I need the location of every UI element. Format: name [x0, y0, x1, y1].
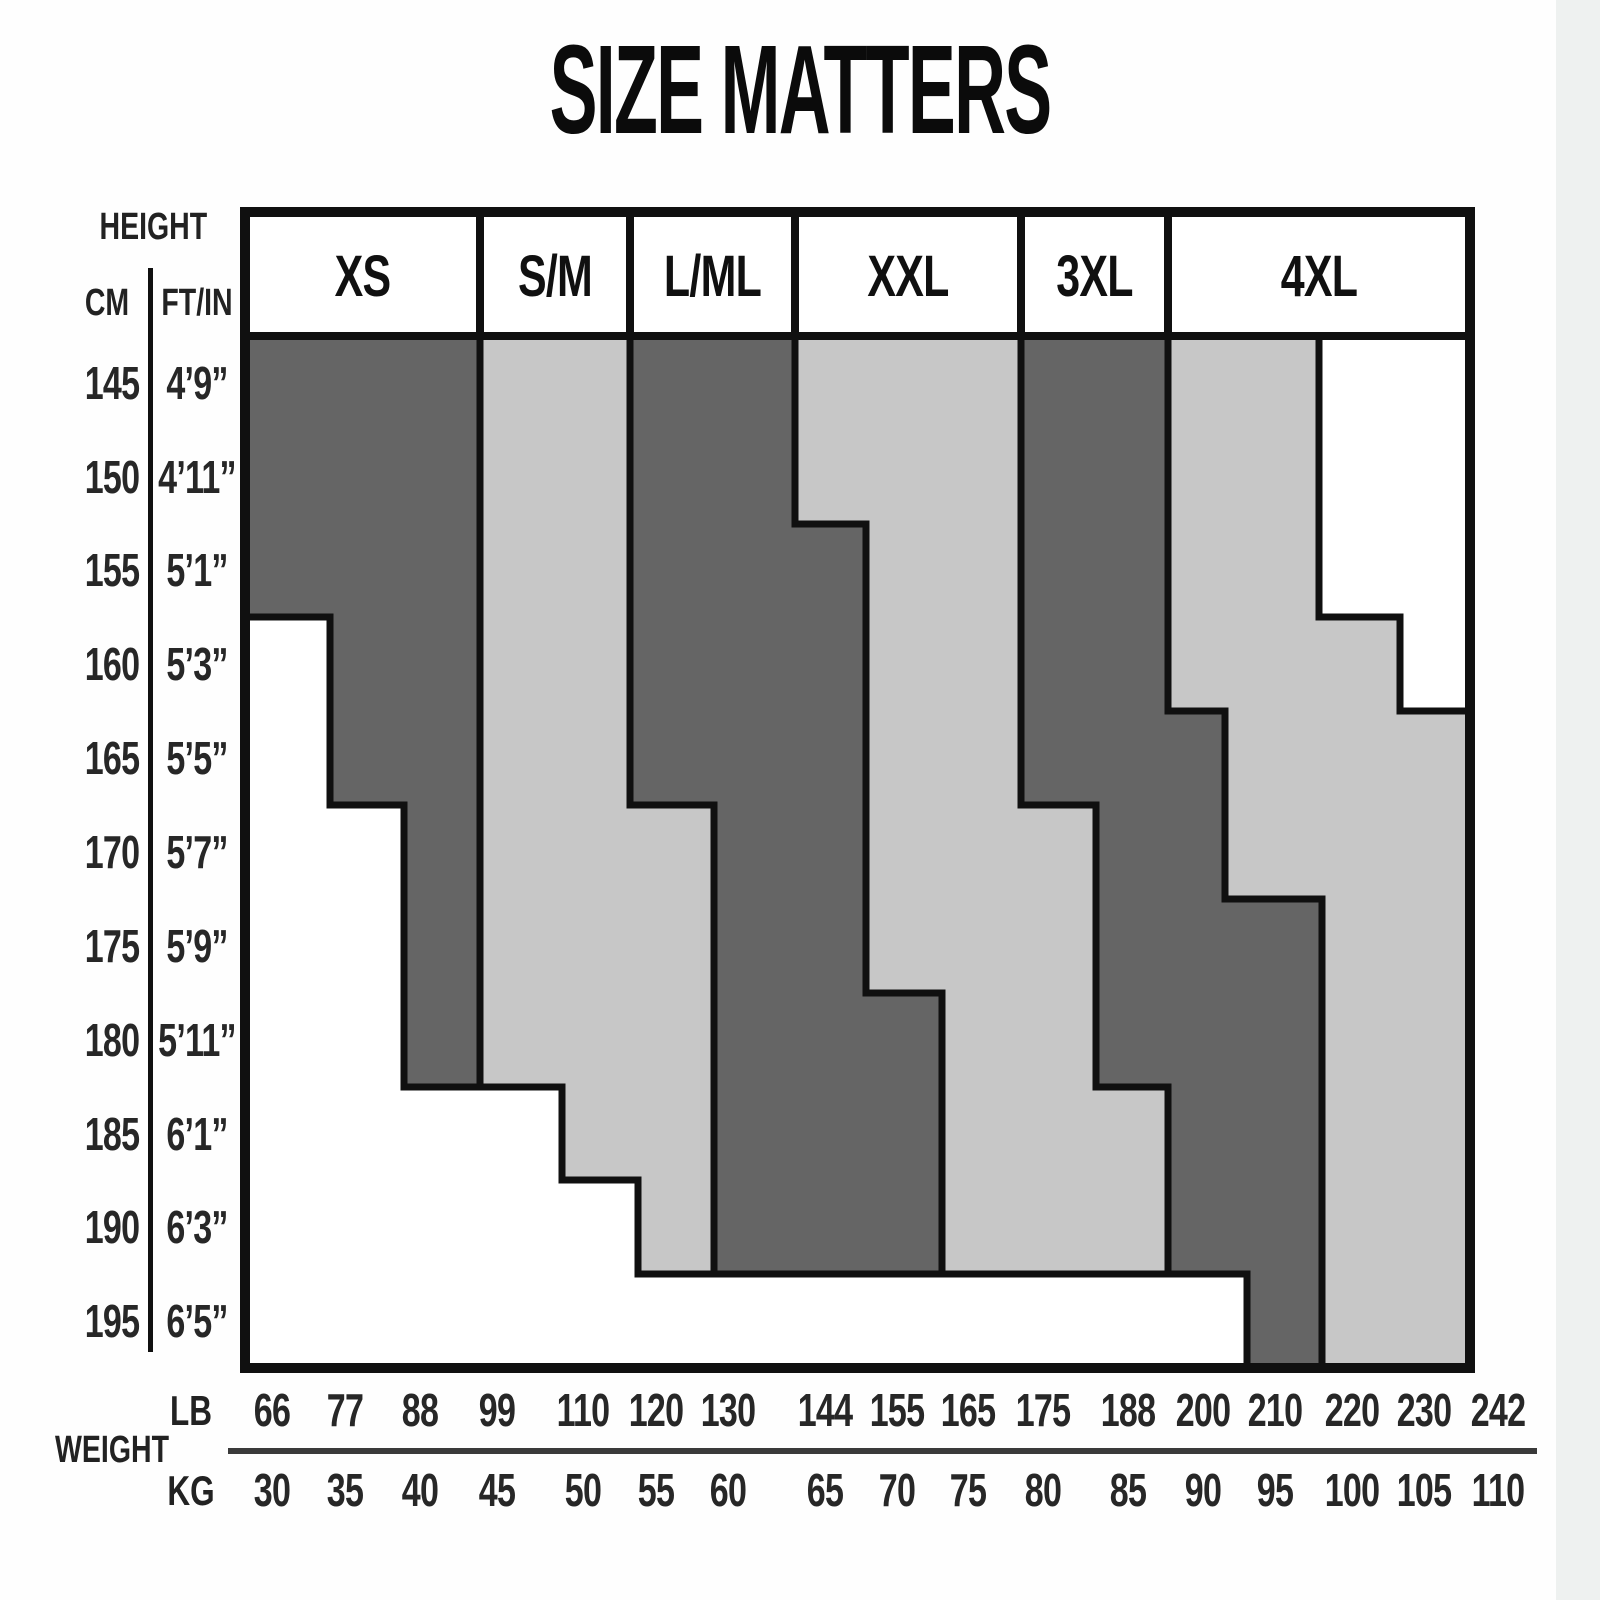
- height-ftin-155: 5’1”: [166, 544, 227, 596]
- weight-kg-70: 70: [879, 1464, 915, 1516]
- weight-unit-lb: LB: [170, 1387, 212, 1434]
- weight-lb-230: 230: [1397, 1384, 1452, 1436]
- height-ftin-165: 5’5”: [166, 732, 227, 784]
- weight-lb-242: 242: [1471, 1384, 1526, 1436]
- weight-lb-220: 220: [1325, 1384, 1380, 1436]
- weight-lb-155: 155: [870, 1384, 925, 1436]
- height-cm-160: 160: [85, 638, 140, 690]
- size-label-L/ML: L/ML: [664, 244, 761, 309]
- weight-kg-80: 80: [1025, 1464, 1061, 1516]
- weight-kg-110: 110: [1472, 1464, 1525, 1516]
- weight-lb-110: 110: [557, 1384, 610, 1436]
- weight-lb-175: 175: [1016, 1384, 1071, 1436]
- weight-lb-210: 210: [1248, 1384, 1303, 1436]
- weight-kg-40: 40: [402, 1464, 438, 1516]
- weight-kg-75: 75: [950, 1464, 987, 1516]
- weight-lb-130: 130: [701, 1384, 756, 1436]
- size-label-S/M: S/M: [518, 244, 592, 309]
- height-cm-175: 175: [85, 920, 140, 972]
- height-cm-190: 190: [85, 1201, 140, 1253]
- weight-kg-90: 90: [1185, 1464, 1221, 1516]
- size-label-4XL: 4XL: [1281, 244, 1357, 309]
- height-ftin-170: 5’7”: [166, 826, 227, 878]
- weight-kg-95: 95: [1257, 1464, 1294, 1516]
- weight-lb-200: 200: [1176, 1384, 1231, 1436]
- weight-lb-144: 144: [798, 1384, 854, 1436]
- image-edge-tint: [1556, 0, 1600, 1600]
- height-ftin-195: 6’5”: [166, 1295, 227, 1347]
- weight-kg-65: 65: [807, 1464, 844, 1516]
- weight-lb-99: 99: [479, 1384, 515, 1436]
- height-ftin-150: 4’11”: [158, 451, 236, 503]
- height-cm-145: 145: [85, 357, 140, 409]
- height-ftin-185: 6’1”: [166, 1108, 227, 1160]
- weight-lb-120: 120: [629, 1384, 684, 1436]
- weight-lb-88: 88: [402, 1384, 439, 1436]
- weight-kg-30: 30: [254, 1464, 290, 1516]
- height-cm-150: 150: [85, 451, 140, 503]
- size-label-XS: XS: [335, 244, 391, 309]
- height-units-divider: [148, 268, 153, 1352]
- weight-axis-title: WEIGHT: [55, 1429, 169, 1471]
- height-axis-title: HEIGHT: [99, 206, 208, 248]
- height-ftin-145: 4’9”: [166, 357, 227, 409]
- weight-kg-60: 60: [710, 1464, 746, 1516]
- weight-kg-50: 50: [565, 1464, 601, 1516]
- height-unit-ftin: FT/IN: [161, 282, 233, 324]
- size-header-cell-4XL: [1164, 208, 1474, 340]
- size-label-XXL: XXL: [867, 244, 948, 309]
- height-ftin-190: 6’3”: [166, 1201, 227, 1253]
- weight-kg-100: 100: [1325, 1464, 1380, 1516]
- size-label-3XL: 3XL: [1056, 244, 1132, 309]
- height-ftin-175: 5’9”: [166, 920, 227, 972]
- height-ftin-180: 5’11”: [158, 1014, 236, 1066]
- height-cm-155: 155: [85, 544, 140, 596]
- weight-kg-85: 85: [1110, 1464, 1147, 1516]
- height-cm-195: 195: [85, 1295, 140, 1347]
- height-cm-180: 180: [85, 1014, 140, 1066]
- weight-units-divider: [228, 1448, 1537, 1454]
- height-ftin-160: 5’3”: [166, 638, 227, 690]
- weight-kg-55: 55: [638, 1464, 675, 1516]
- height-unit-cm: CM: [84, 282, 130, 324]
- height-cm-170: 170: [85, 826, 140, 878]
- page-title: SIZE MATTERS: [549, 19, 1053, 160]
- weight-lb-77: 77: [327, 1384, 363, 1436]
- weight-lb-165: 165: [941, 1384, 996, 1436]
- height-cm-165: 165: [85, 732, 140, 784]
- weight-kg-45: 45: [479, 1464, 516, 1516]
- chart-outer-border: [240, 207, 1475, 1373]
- weight-unit-kg: KG: [167, 1467, 215, 1514]
- weight-kg-35: 35: [327, 1464, 364, 1516]
- weight-lb-66: 66: [254, 1384, 291, 1436]
- weight-kg-105: 105: [1397, 1464, 1452, 1516]
- height-cm-185: 185: [85, 1108, 140, 1160]
- weight-lb-188: 188: [1101, 1384, 1156, 1436]
